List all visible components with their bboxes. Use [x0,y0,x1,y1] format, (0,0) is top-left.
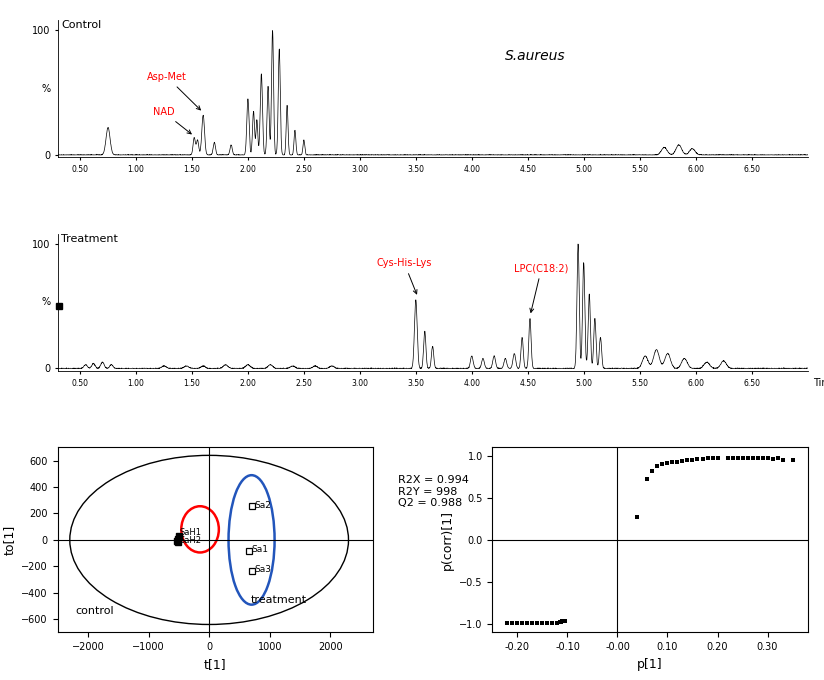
Text: S.aureus: S.aureus [505,49,566,63]
Text: Time: Time [813,378,824,388]
Text: %: % [41,84,50,94]
Text: Sa1: Sa1 [251,545,268,554]
X-axis label: t[1]: t[1] [204,658,227,670]
Text: Sa3: Sa3 [254,565,271,575]
Text: treatment: treatment [250,595,307,605]
Text: Asp-Met: Asp-Met [147,72,200,110]
Y-axis label: p(corr)[1]: p(corr)[1] [441,510,454,570]
Text: SaH2: SaH2 [180,537,201,545]
Text: LPC(C18:2): LPC(C18:2) [514,263,569,312]
Text: Control: Control [61,20,101,31]
Text: %: % [41,297,50,307]
Text: SaH1: SaH1 [180,528,201,537]
Text: NAD: NAD [152,107,191,134]
Text: Sa2: Sa2 [254,500,271,509]
Text: control: control [76,606,115,616]
Text: Treatment: Treatment [61,234,118,244]
X-axis label: p[1]: p[1] [637,658,662,670]
Text: R2X = 0.994
R2Y = 998
Q2 = 0.988: R2X = 0.994 R2Y = 998 Q2 = 0.988 [398,475,469,509]
Text: Cys-His-Lys: Cys-His-Lys [377,258,432,294]
Y-axis label: to[1]: to[1] [2,525,16,555]
